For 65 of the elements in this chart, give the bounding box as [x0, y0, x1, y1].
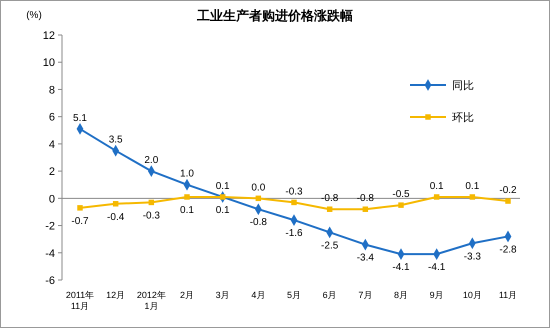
y-tick-label: -6: [45, 275, 55, 287]
x-tick-label: 9月: [430, 290, 444, 300]
y-tick-label: 2: [48, 166, 55, 178]
data-label: -0.8: [356, 193, 374, 204]
y-tick-label: 8: [48, 84, 55, 96]
y-tick-label: 6: [48, 112, 55, 124]
x-tick-label: 5月: [286, 290, 302, 300]
data-label: 0.1: [465, 180, 480, 192]
data-label: -4.1: [428, 262, 446, 274]
x-tick-label: 3月: [216, 290, 230, 300]
x-tick-label: 10月: [462, 290, 482, 300]
x-tick-label: 2011年 11月: [66, 290, 94, 311]
data-label: -0.4: [107, 212, 125, 223]
data-label: -0.8: [321, 193, 339, 204]
y-tick-label: 0: [48, 193, 55, 206]
x-tick-label: 7月: [358, 290, 372, 300]
y-tick-label: -2: [45, 220, 55, 233]
point: [434, 194, 440, 200]
y-tick-label: 10: [42, 57, 55, 70]
data-label: 0.1: [180, 204, 194, 216]
point: [112, 201, 118, 207]
data-label: -4.1: [392, 262, 410, 274]
y-tick-label: -4: [45, 248, 55, 260]
data-label: -0.7: [71, 216, 90, 227]
data-label: -0.5: [392, 189, 410, 200]
data-label: -1.6: [285, 228, 304, 240]
data-label: 0.1: [216, 180, 230, 192]
y-axis-title: (%): [26, 10, 42, 21]
y-tick-label: 12: [42, 30, 55, 42]
data-label: 0.0: [251, 182, 266, 194]
data-label: -0.8: [250, 217, 268, 228]
point: [505, 198, 511, 204]
data-label: -0.3: [285, 186, 304, 198]
data-label: -3.3: [464, 251, 482, 262]
x-tick-label: 8月: [394, 290, 408, 300]
point: [256, 196, 262, 202]
data-label: -0.2: [499, 185, 518, 196]
data-label: 0.1: [216, 204, 230, 216]
y-tick-label: 4: [48, 138, 55, 151]
x-tick-label: 11月: [498, 290, 518, 300]
data-label: -3.4: [356, 252, 374, 264]
point: [291, 200, 297, 206]
x-tick-label: 12月: [106, 290, 126, 300]
x-tick-label: 6月: [322, 290, 337, 300]
x-tick-label: 2012年 1月: [136, 290, 166, 311]
point: [398, 202, 404, 208]
data-label: -2.8: [499, 244, 518, 256]
point: [326, 206, 332, 212]
legend-label: 环比: [452, 111, 474, 124]
data-label: 1.0: [180, 168, 194, 180]
data-label: -0.3: [142, 210, 160, 222]
data-label: 5.1: [73, 112, 88, 124]
point: [148, 200, 154, 206]
x-tick-label: 4月: [251, 290, 266, 300]
point: [362, 206, 368, 212]
data-label: 0.1: [430, 180, 444, 192]
data-label: 2.0: [144, 155, 159, 166]
point: [77, 205, 83, 211]
point: [184, 194, 190, 200]
x-tick-label: 2月: [180, 290, 194, 300]
data-label: -2.5: [321, 240, 339, 252]
chart-title: 工业生产者购进价格涨跌幅: [196, 8, 353, 23]
legend-label: 同比: [452, 79, 474, 92]
point: [470, 194, 476, 200]
data-label: 3.5: [108, 134, 124, 146]
